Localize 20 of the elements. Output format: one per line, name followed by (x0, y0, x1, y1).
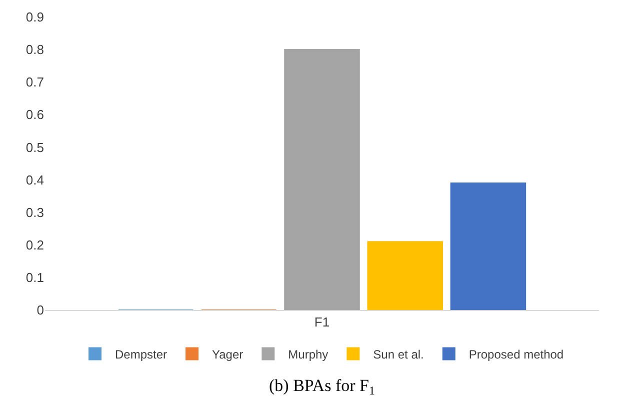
bar (284, 49, 360, 310)
legend-label: Murphy (288, 347, 328, 362)
y-tick-label: 0.5 (26, 140, 44, 155)
y-tick-label: 0 (36, 302, 44, 318)
y-tick-label: 0.8 (26, 42, 44, 58)
legend-label: Sun et al. (373, 347, 424, 362)
legend-label: Dempster (115, 347, 168, 362)
y-tick-label: 0.6 (26, 107, 44, 122)
y-tick-label: 0.4 (26, 172, 44, 188)
y-tick-label: 0.3 (26, 204, 44, 220)
legend-label: Yager (212, 347, 244, 362)
legend-label: Proposed method (468, 347, 564, 362)
y-tick-label: 0.2 (26, 237, 44, 252)
y-tick-label: 0.9 (26, 10, 44, 25)
y-tick-label: 0.1 (26, 270, 44, 285)
y-tick-label: 0.7 (26, 74, 44, 90)
bar (367, 241, 443, 310)
bar (450, 182, 526, 310)
text: (b) BPAs for F$_{1}$ (269, 376, 375, 398)
x-tick-label: F1 (314, 314, 330, 330)
